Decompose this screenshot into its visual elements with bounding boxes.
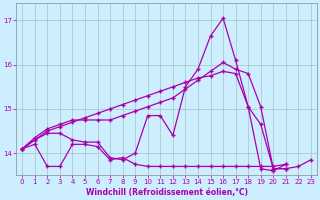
X-axis label: Windchill (Refroidissement éolien,°C): Windchill (Refroidissement éolien,°C): [85, 188, 248, 197]
